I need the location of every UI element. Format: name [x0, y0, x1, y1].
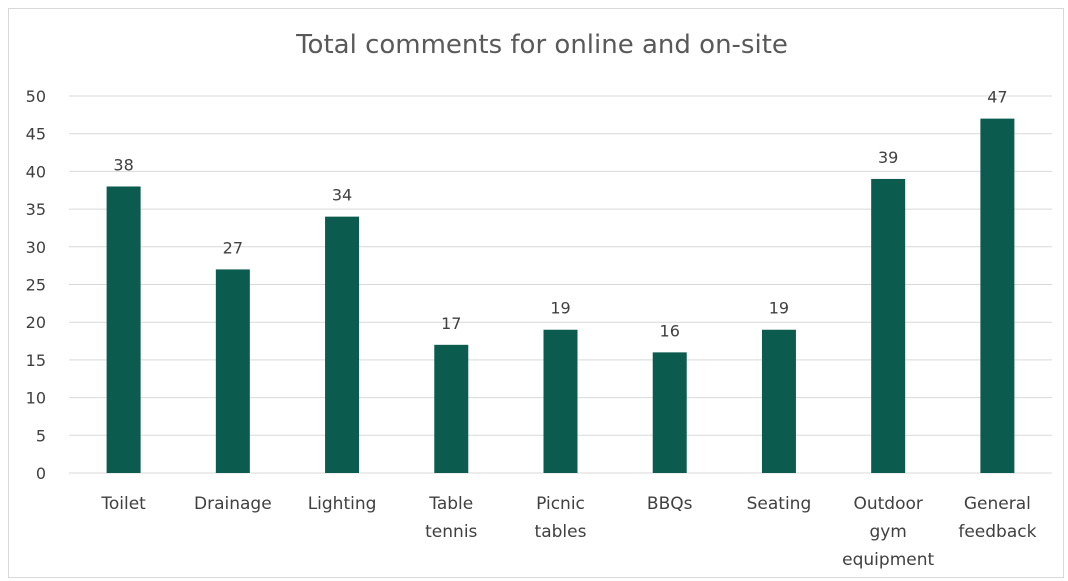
- data-labels: 38 27 34 17 19 16 19 39 47: [113, 88, 1007, 341]
- y-tick-label: 45: [26, 125, 46, 144]
- data-label: 27: [223, 238, 243, 257]
- x-axis-categories: Toilet Drainage Lighting Table tennis Picnic t…: [100, 494, 1036, 570]
- data-label: 19: [550, 299, 570, 318]
- data-label: 39: [878, 148, 898, 167]
- y-axis-ticks: 0 5 10 15 20 25 30 35 40 45 50: [26, 87, 46, 483]
- bar: [980, 118, 1015, 474]
- y-tick-label: 5: [36, 426, 46, 445]
- data-label: 16: [660, 321, 680, 340]
- data-label: 34: [332, 186, 352, 205]
- y-tick-label: 50: [26, 87, 46, 106]
- bar: [543, 329, 578, 473]
- x-category-label: BBQs: [647, 494, 693, 514]
- x-category-label: General feedback: [958, 494, 1036, 542]
- x-category-label: Outdoor gym equipment: [842, 494, 934, 570]
- y-tick-label: 25: [26, 276, 46, 295]
- y-tick-label: 10: [26, 389, 46, 408]
- bar: [871, 178, 906, 473]
- data-label: 47: [987, 88, 1007, 107]
- y-tick-label: 35: [26, 200, 46, 219]
- y-tick-label: 30: [26, 238, 46, 257]
- bars: [106, 118, 1015, 474]
- x-category-label: Picnic tables: [535, 494, 587, 542]
- data-label: 19: [769, 299, 789, 318]
- y-tick-label: 0: [36, 464, 46, 483]
- x-category-label: Drainage: [194, 494, 272, 514]
- y-tick-label: 20: [26, 313, 46, 332]
- x-category-label: Seating: [747, 494, 812, 514]
- bar: [434, 344, 469, 473]
- data-label: 38: [113, 155, 133, 174]
- y-tick-label: 15: [26, 351, 46, 370]
- bar: [106, 186, 141, 474]
- x-category-label: Table tennis: [425, 494, 477, 542]
- x-category-label: Toilet: [100, 494, 146, 514]
- x-category-label: Lighting: [308, 494, 377, 514]
- bar: [215, 269, 250, 473]
- chart-title: Total comments for online and on-site: [296, 30, 788, 60]
- bar: [761, 329, 796, 473]
- bar: [325, 216, 360, 473]
- bar: [652, 352, 687, 473]
- y-tick-label: 40: [26, 162, 46, 181]
- data-label: 17: [441, 314, 461, 333]
